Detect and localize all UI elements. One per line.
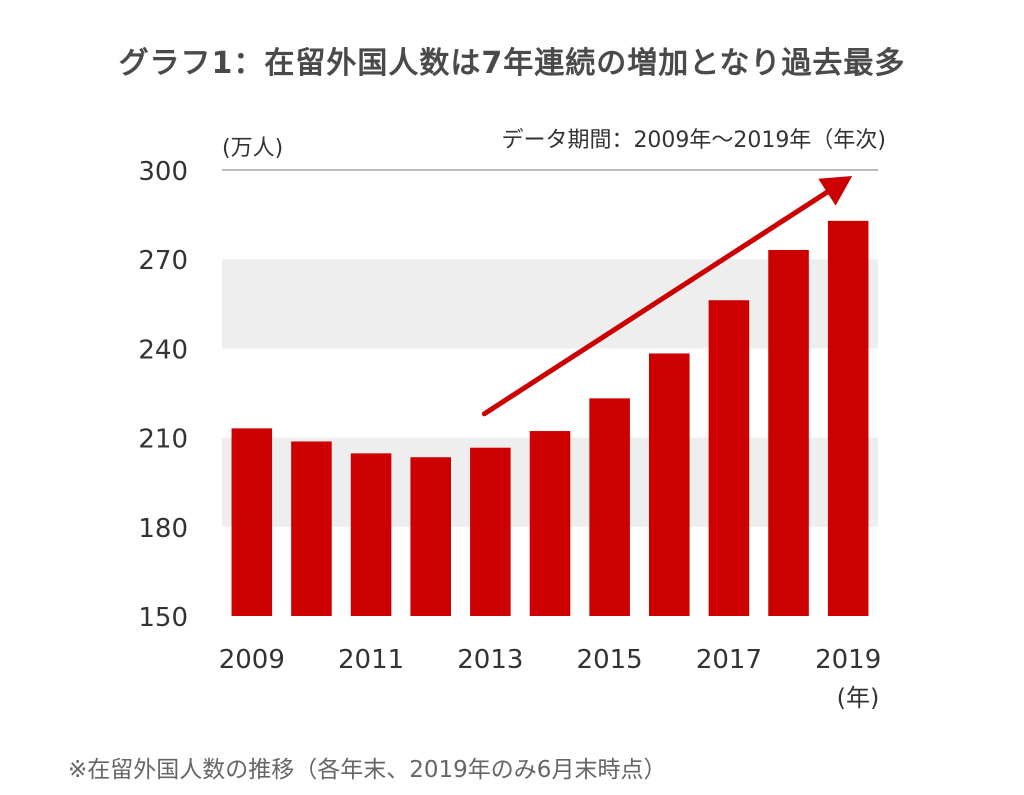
trend-arrow-head xyxy=(818,175,853,206)
y-tick-180: 180 xyxy=(138,514,188,544)
bar-2019 xyxy=(827,220,869,616)
data-period-label: データ期間：2009年〜2019年（年次) xyxy=(501,128,886,153)
bar-2010 xyxy=(291,441,332,616)
bar-2012 xyxy=(410,457,452,616)
x-unit-label: (年) xyxy=(837,684,880,712)
bar-2011 xyxy=(350,453,392,616)
footnote: ※在留外国人数の推移（各年末、2019年のみ6月末時点） xyxy=(68,757,667,783)
y-tick-labels: 150 180 210 240 270 300 xyxy=(138,157,188,633)
x-tick-2015: 2015 xyxy=(577,645,643,675)
bar-2013 xyxy=(470,447,511,616)
y-tick-150: 150 xyxy=(138,603,188,633)
x-tick-2013: 2013 xyxy=(457,645,523,675)
bar-2014 xyxy=(529,431,571,616)
chart-title: グラフ1：在留外国人数は7年連続の増加となり過去最多 xyxy=(118,46,906,81)
x-tick-2017: 2017 xyxy=(696,645,762,675)
trend-arrow-shaft xyxy=(481,189,830,417)
bar-2017 xyxy=(708,300,750,616)
y-tick-270: 270 xyxy=(138,246,188,276)
y-tick-300: 300 xyxy=(138,157,188,187)
bar-2009 xyxy=(231,428,273,616)
bar-2015 xyxy=(589,398,630,616)
y-unit-label: (万人) xyxy=(222,136,283,161)
y-tick-240: 240 xyxy=(138,335,188,365)
x-tick-2019: 2019 xyxy=(815,645,881,675)
x-tick-2011: 2011 xyxy=(338,645,404,675)
bar-2018 xyxy=(768,249,809,616)
chart-area: 150 180 210 240 270 300 2009 2011 2013 2015 2017 2… xyxy=(0,110,1024,730)
x-tick-labels: 2009 2011 2013 2015 2017 2019 xyxy=(219,645,882,675)
bar-2016 xyxy=(648,353,690,616)
x-tick-2009: 2009 xyxy=(219,645,285,675)
trend-arrow xyxy=(481,175,853,417)
y-tick-210: 210 xyxy=(138,425,188,455)
bars xyxy=(231,220,869,616)
